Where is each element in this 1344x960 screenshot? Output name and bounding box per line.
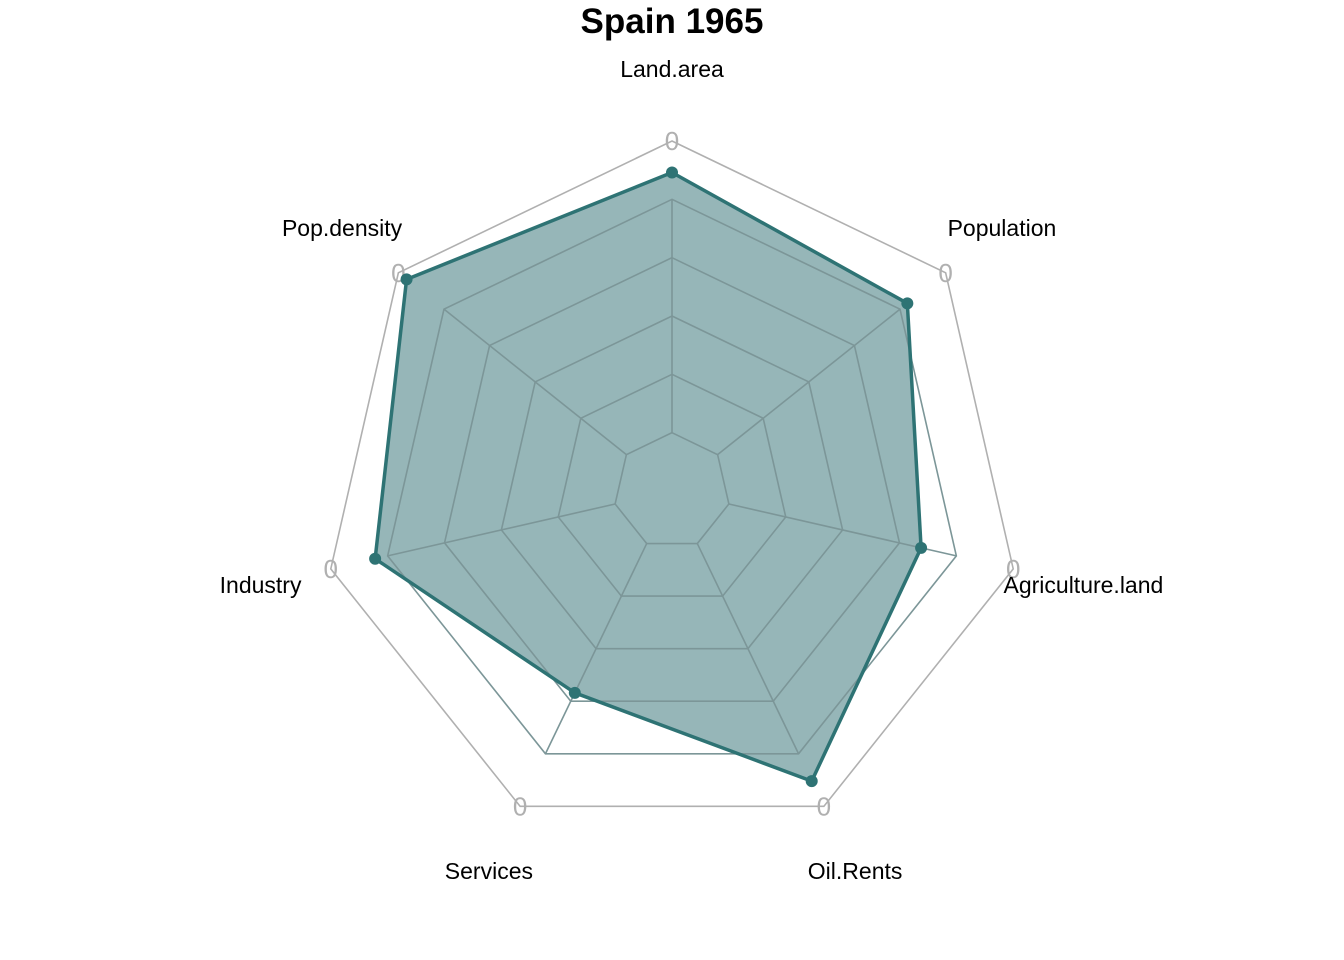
grid-layer: [386, 198, 958, 755]
grid-spoke: [717, 308, 901, 456]
ring-value-label: 0: [665, 126, 679, 156]
grid-ring: [557, 373, 787, 597]
axis-label: Services: [445, 858, 533, 884]
axis-label: Industry: [220, 572, 302, 598]
axis-label: Oil.Rents: [808, 858, 903, 884]
axis-label: Land.area: [620, 56, 724, 82]
grid-ring: [614, 431, 730, 545]
data-point: [568, 686, 581, 699]
grid-spoke: [387, 503, 616, 557]
outer-ring: [329, 140, 1015, 808]
data-area-layer: [375, 172, 922, 782]
data-point: [901, 297, 914, 310]
grid-spoke: [544, 543, 648, 755]
axis-label: Population: [948, 215, 1057, 241]
axis-label: Pop.density: [282, 215, 403, 241]
grid-ring: [443, 256, 901, 703]
ring-value-label: 0: [938, 258, 952, 288]
chart-title: Spain 1965: [581, 2, 764, 41]
axis-label: Agriculture.land: [1004, 572, 1164, 598]
ring-value-label: 0: [817, 791, 831, 821]
data-point: [400, 273, 413, 286]
data-point: [666, 166, 678, 179]
series-line: [373, 170, 923, 783]
grid-ring: [500, 315, 844, 650]
data-point: [915, 541, 928, 554]
ring-value-label: 0: [1006, 554, 1020, 584]
grid-spoke: [696, 543, 800, 755]
data-area: [375, 172, 922, 782]
grid-spoke: [443, 308, 627, 456]
ring-value-label: 0: [513, 791, 527, 821]
ring-value-label: 0: [324, 554, 338, 584]
data-point: [369, 552, 382, 565]
axis-labels: Land.area Population Agriculture.land Oil.R…: [220, 56, 1164, 884]
data-point: [805, 775, 818, 788]
series-layer: [369, 166, 928, 788]
